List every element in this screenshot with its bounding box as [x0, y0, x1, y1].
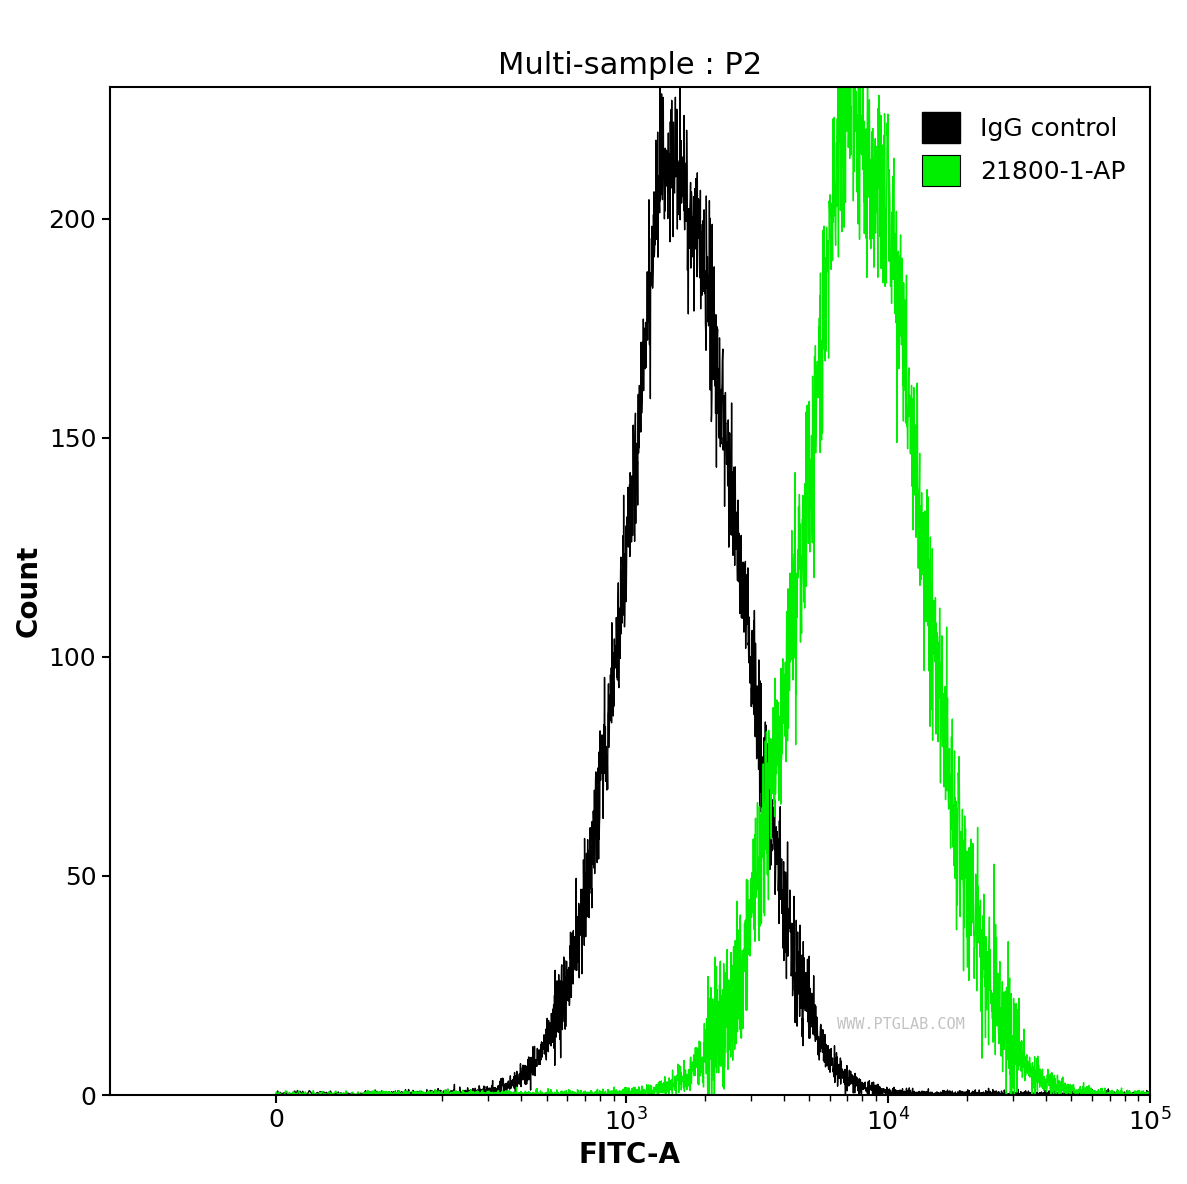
21800-1-AP: [660, 1085, 674, 1099]
Y-axis label: Count: Count: [15, 545, 43, 637]
21800-1-AP: [1126, 1088, 1141, 1102]
IgG control: [623, 470, 637, 484]
Legend: IgG control, 21800-1-AP: IgG control, 21800-1-AP: [909, 99, 1137, 199]
Text: WWW.PTGLAB.COM: WWW.PTGLAB.COM: [837, 1017, 964, 1032]
IgG control: [446, 1088, 461, 1102]
IgG control: [673, 69, 687, 83]
Line: IgG control: IgG control: [109, 76, 1150, 1095]
Title: Multi-sample : P2: Multi-sample : P2: [497, 51, 762, 79]
21800-1-AP: [1036, 1081, 1050, 1095]
IgG control: [1143, 1086, 1157, 1100]
IgG control: [102, 1088, 116, 1102]
21800-1-AP: [102, 1088, 116, 1102]
IgG control: [660, 157, 674, 172]
21800-1-AP: [623, 1087, 637, 1101]
21800-1-AP: [1143, 1086, 1157, 1100]
IgG control: [1036, 1088, 1050, 1102]
IgG control: [396, 1085, 411, 1099]
21800-1-AP: [396, 1087, 411, 1101]
Line: 21800-1-AP: 21800-1-AP: [109, 0, 1150, 1095]
IgG control: [1126, 1086, 1141, 1100]
X-axis label: FITC-A: FITC-A: [579, 1141, 681, 1169]
21800-1-AP: [446, 1088, 461, 1102]
